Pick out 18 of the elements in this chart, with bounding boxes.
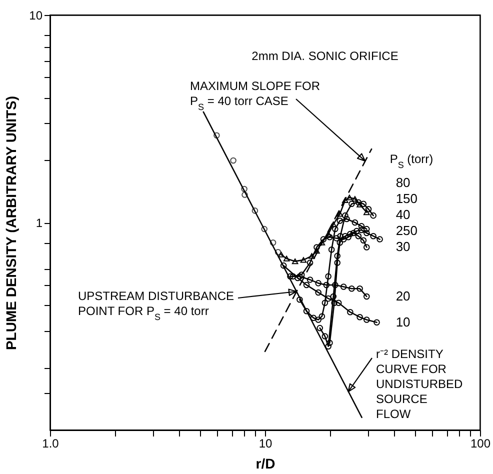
legend-title: P$_{S}$ (torr) <box>390 152 434 170</box>
series-label: 10 <box>396 314 410 330</box>
series-label: 250 <box>396 223 418 238</box>
x-tick-label: 100 <box>470 436 491 450</box>
x-axis-title: r/D <box>256 456 276 472</box>
y-tick-label: 1 <box>36 216 43 230</box>
text: 30 <box>396 239 410 254</box>
text: 20 <box>396 288 410 304</box>
x-tick-label: 1.0 <box>42 436 60 450</box>
text: 80 <box>396 175 410 190</box>
series-label: 150 <box>396 191 418 206</box>
text: 40 <box>396 207 410 222</box>
annotation: r⁻² DENSITY CURVE FOR UNDISTURBED SOURCE FLOW <box>376 347 464 421</box>
x-tick-label: 10 <box>258 436 272 450</box>
annotation: MAXIMUM SLOPE FOR P$_{S}$ = 40 torr CASE <box>190 79 320 112</box>
y-axis-title: PLUME DENSITY (ARBITRARY UNITS) <box>3 96 20 350</box>
annotation: 2mm DIA. SONIC ORIFICE <box>252 49 398 63</box>
annotation: UPSTREAM DISTURBANCE POINT FOR P$_{S}$ = 40 torr <box>78 289 234 322</box>
